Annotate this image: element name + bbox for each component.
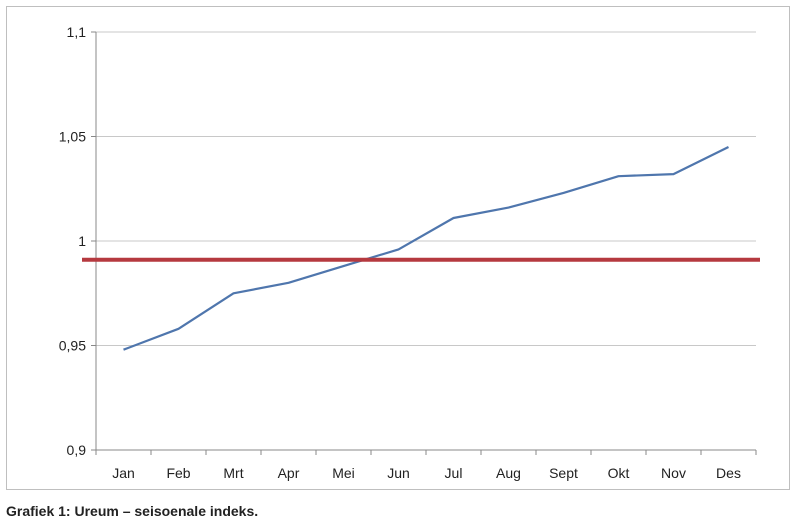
chart-frame bbox=[6, 6, 790, 490]
y-tick-label: 1,1 bbox=[67, 24, 87, 40]
axes bbox=[91, 31, 757, 455]
x-tick-label: Jun bbox=[387, 465, 410, 481]
y-tick-label: 0,95 bbox=[59, 338, 86, 354]
x-tick-label: Sept bbox=[549, 465, 578, 481]
x-tick-labels: Jan Feb Mrt Apr Mei Jun Jul Aug Sept Okt Nov Des bbox=[112, 465, 741, 481]
x-tick-label: Mei bbox=[332, 465, 355, 481]
y-tick-label: 1 bbox=[78, 233, 86, 249]
x-tick-label: Des bbox=[716, 465, 741, 481]
y-tick-label: 0,9 bbox=[67, 442, 87, 458]
x-tick-label: Jan bbox=[112, 465, 135, 481]
y-tick-labels: 0,9 0,95 1 1,05 1,1 bbox=[59, 24, 86, 458]
y-tick-label: 1,05 bbox=[59, 129, 86, 145]
x-tick-label: Apr bbox=[278, 465, 300, 481]
x-tick-label: Jul bbox=[445, 465, 463, 481]
series bbox=[123, 146, 729, 351]
gridlines bbox=[96, 31, 756, 346]
line-chart: 0,9 0,95 1 1,05 1,1 Jan Feb Mrt Apr Mei Jun Jul Aug… bbox=[59, 24, 760, 481]
x-tick-label: Aug bbox=[496, 465, 521, 481]
series-line bbox=[123, 146, 729, 351]
x-tick-label: Mrt bbox=[223, 465, 243, 481]
x-tick-label: Nov bbox=[661, 465, 686, 481]
x-tick-label: Okt bbox=[608, 465, 630, 481]
x-tick-label: Feb bbox=[166, 465, 190, 481]
chart-caption: Grafiek 1: Ureum – seisoenale indeks. bbox=[6, 503, 259, 519]
